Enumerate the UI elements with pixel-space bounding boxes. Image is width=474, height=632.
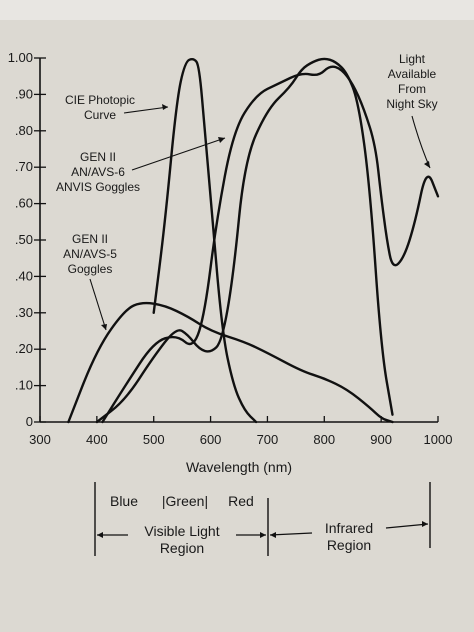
y-tick-label: .20 [15, 341, 33, 356]
x-tick-label: 300 [29, 432, 51, 447]
series-avs6 [95, 57, 394, 424]
infrared-arrow-left [269, 532, 313, 536]
y-tick-label: .90 [15, 86, 33, 101]
series-night-sky [101, 65, 440, 424]
series-layer [67, 57, 440, 424]
annotation-avs5: GEN II AN/AVS-5 Goggles [63, 232, 117, 331]
annotation-avs5-arrowhead [101, 324, 107, 330]
annotation-night-sky-line2: Available [388, 67, 437, 81]
label-green: |Green| [162, 493, 208, 509]
y-tick-label: .60 [15, 196, 33, 211]
annotation-avs6-line3: ANVIS Goggles [56, 180, 140, 194]
annotation-cie-arrow [123, 106, 169, 114]
x-tick-label: 600 [200, 432, 222, 447]
label-visible-line1: Visible Light [144, 523, 219, 539]
annotation-avs6-arrowhead [218, 137, 225, 143]
annotation-night-sky-line3: From [398, 82, 426, 96]
annotation-avs5-line3: Goggles [68, 262, 113, 276]
x-axis-label: Wavelength (nm) [186, 459, 292, 475]
annotation-cie: CIE Photopic Curve [65, 93, 169, 122]
label-blue: Blue [110, 493, 138, 509]
spectral-regions: Blue |Green| Red Visible Light Region In… [94, 482, 431, 556]
annotation-night-sky-line1: Light [399, 52, 426, 66]
x-tick-label: 900 [370, 432, 392, 447]
top-margin [0, 0, 474, 20]
label-visible-line2: Region [160, 540, 204, 556]
annotation-cie-arrowhead [162, 104, 168, 110]
annotation-night-sky-line4: Night Sky [386, 97, 437, 111]
label-infrared-line1: Infrared [325, 520, 373, 536]
y-tick-label: 0 [26, 414, 33, 429]
annotation-avs6: GEN II AN/AVS-6 ANVIS Goggles [56, 137, 226, 194]
annotation-avs6-arrow [131, 137, 226, 171]
x-ticks: 300 400 500 600 700 800 900 1000 [29, 416, 452, 447]
x-tick-label: 800 [313, 432, 335, 447]
annotation-night-sky: Light Available From Night Sky [386, 52, 438, 169]
x-tick-label: 400 [86, 432, 108, 447]
infrared-arrow-right [385, 523, 429, 529]
annotation-avs6-line1: GEN II [80, 150, 116, 164]
annotation-avs5-line2: AN/AVS-5 [63, 247, 117, 261]
x-tick-label: 1000 [424, 432, 453, 447]
visible-arrowhead-right [260, 532, 266, 538]
y-tick-label: 1.00 [8, 50, 33, 65]
visible-arrowhead-left [97, 532, 103, 538]
infrared-arrowhead-right [422, 521, 428, 527]
annotation-avs5-line1: GEN II [72, 232, 108, 246]
y-tick-label: .10 [15, 378, 33, 393]
x-tick-label: 700 [257, 432, 279, 447]
y-ticks: 0 .10 .20 .30 .40 .50 .60 .70 .80 .90 1.00 [8, 50, 46, 429]
y-tick-label: .30 [15, 305, 33, 320]
annotation-avs5-arrow [89, 278, 107, 331]
label-red: Red [228, 493, 254, 509]
series-avs5 [67, 301, 394, 424]
infrared-arrowhead-left [270, 532, 276, 538]
annotation-avs6-line2: AN/AVS-6 [71, 165, 125, 179]
y-tick-label: .80 [15, 123, 33, 138]
series-cie-photopic [152, 58, 258, 424]
y-tick-label: .40 [15, 268, 33, 283]
x-tick-label: 500 [143, 432, 165, 447]
annotation-cie-line2: Curve [84, 108, 116, 122]
annotation-cie-line1: CIE Photopic [65, 93, 135, 107]
y-tick-label: .50 [15, 232, 33, 247]
annotation-night-sky-arrowhead [424, 161, 430, 168]
label-infrared-line2: Region [327, 537, 371, 553]
y-tick-label: .70 [15, 159, 33, 174]
